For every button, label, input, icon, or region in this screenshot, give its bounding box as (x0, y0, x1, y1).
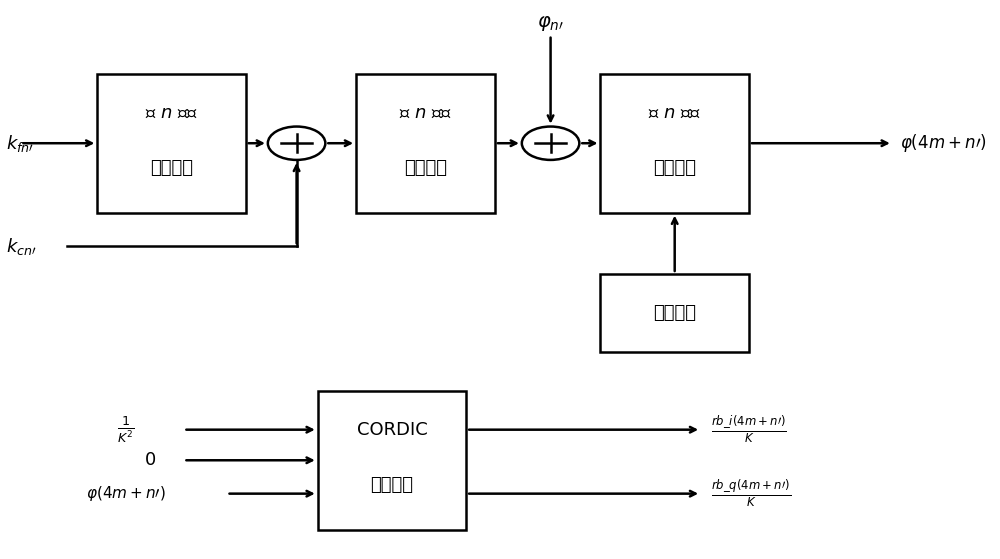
Text: CORDIC: CORDIC (357, 421, 427, 439)
FancyBboxPatch shape (600, 274, 749, 352)
FancyBboxPatch shape (600, 74, 749, 213)
Text: 第 $n$ 相频: 第 $n$ 相频 (145, 103, 198, 122)
Text: $k_{fn\prime}$: $k_{fn\prime}$ (6, 132, 34, 154)
Text: $\varphi_{n\prime}$: $\varphi_{n\prime}$ (537, 14, 564, 33)
Text: 第 $n$ 相相: 第 $n$ 相相 (399, 103, 452, 122)
Text: 率累加器: 率累加器 (150, 159, 193, 177)
FancyBboxPatch shape (318, 391, 466, 530)
Text: 圆周旋转: 圆周旋转 (370, 476, 413, 494)
Text: 位寄存器: 位寄存器 (653, 159, 696, 177)
Text: $\frac{rb\_i(4m+n\prime)}{K}$: $\frac{rb\_i(4m+n\prime)}{K}$ (711, 414, 787, 446)
Text: $0$: $0$ (144, 451, 156, 469)
Text: $\frac{rb\_q(4m+n\prime)}{K}$: $\frac{rb\_q(4m+n\prime)}{K}$ (711, 477, 791, 510)
Text: 位累加器: 位累加器 (404, 159, 447, 177)
FancyBboxPatch shape (356, 74, 495, 213)
Text: 第 $n$ 相相: 第 $n$ 相相 (648, 103, 701, 122)
Text: 控制脉冲: 控制脉冲 (653, 304, 696, 322)
Text: $\varphi(4m+n\prime)$: $\varphi(4m+n\prime)$ (900, 132, 987, 154)
Text: $k_{cn\prime}$: $k_{cn\prime}$ (6, 236, 37, 257)
Text: $\frac{1}{K^2}$: $\frac{1}{K^2}$ (117, 415, 135, 445)
FancyBboxPatch shape (97, 74, 246, 213)
Text: $\varphi(4m+n\prime)$: $\varphi(4m+n\prime)$ (86, 484, 166, 503)
